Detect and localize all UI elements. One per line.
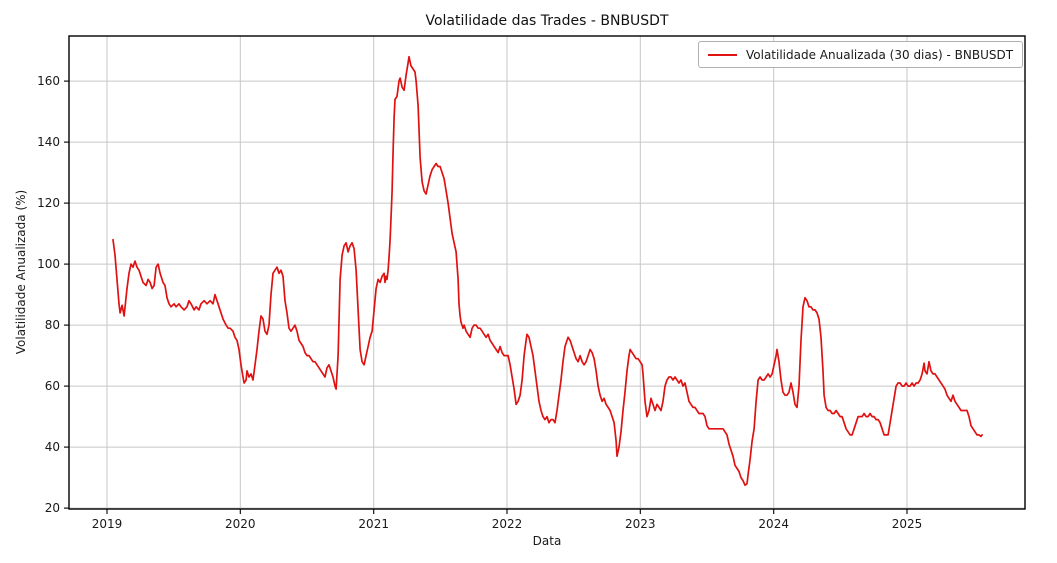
y-tick-label: 100 <box>37 257 60 271</box>
y-axis-label: Volatilidade Anualizada (%) <box>14 189 28 355</box>
legend-label: Volatilidade Anualizada (30 dias) - BNBU… <box>746 47 1014 62</box>
y-tick-label: 160 <box>37 74 60 88</box>
x-tick-label: 2020 <box>225 517 256 531</box>
y-tick-label: 80 <box>45 318 60 332</box>
legend-line-sample <box>708 53 737 56</box>
legend: Volatilidade Anualizada (30 dias) - BNBU… <box>698 41 1024 68</box>
y-tick-label: 20 <box>45 501 60 515</box>
x-tick-label: 2019 <box>92 517 123 531</box>
chart-title: Volatilidade das Trades - BNBUSDT <box>425 13 669 29</box>
y-tick-label: 60 <box>45 379 60 393</box>
x-tick-label: 2025 <box>892 517 923 531</box>
x-tick-label: 2021 <box>358 517 389 531</box>
y-tick-label: 140 <box>37 135 60 149</box>
x-tick-label: 2022 <box>492 517 523 531</box>
axes-spines <box>68 35 1026 510</box>
y-tick-label: 40 <box>45 440 60 454</box>
y-tick-label: 120 <box>37 196 60 210</box>
series-line <box>112 55 983 487</box>
x-tick-label: 2023 <box>625 517 656 531</box>
x-axis-label: Data <box>532 534 562 548</box>
x-tick-label: 2024 <box>758 517 789 531</box>
